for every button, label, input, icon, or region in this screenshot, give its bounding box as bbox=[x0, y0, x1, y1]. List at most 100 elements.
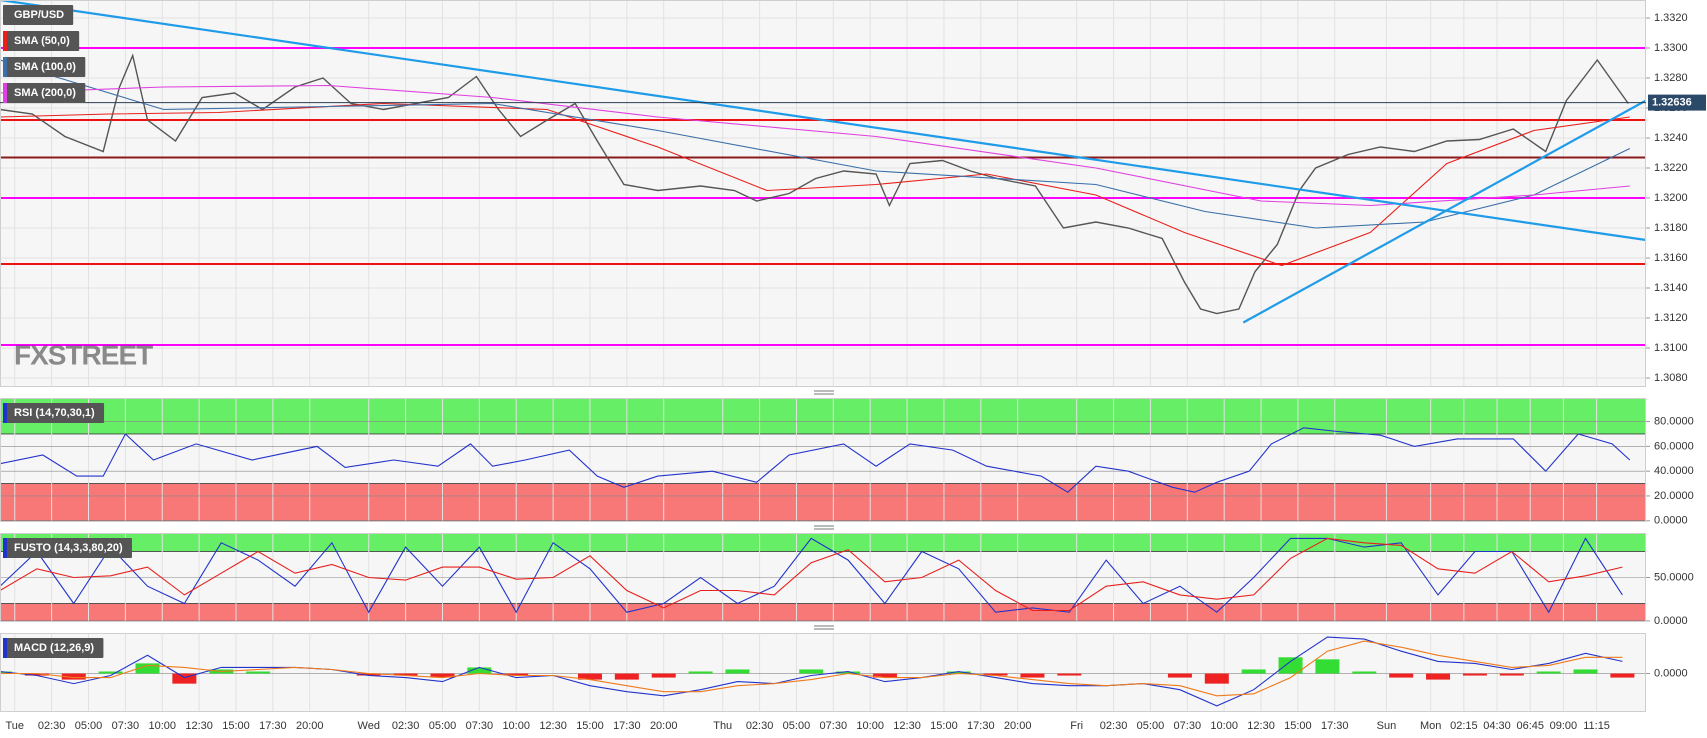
panel-border bbox=[0, 0, 1646, 387]
histogram-bar bbox=[1278, 657, 1303, 674]
histogram-bar bbox=[1057, 673, 1082, 676]
histogram-bar bbox=[1462, 673, 1487, 676]
y-tick-label: 0.0000 bbox=[1654, 667, 1688, 679]
x-tick-label: 11:15 bbox=[1583, 720, 1610, 732]
x-tick-label: 17:30 bbox=[259, 720, 287, 732]
x-tick-label: 10:00 bbox=[148, 720, 176, 732]
indicator-color-stripe bbox=[3, 83, 7, 103]
series-line bbox=[0, 537, 1623, 612]
indicator-label-box bbox=[3, 83, 86, 103]
y-tick-label: 50.0000 bbox=[1654, 571, 1694, 583]
panel bbox=[0, 0, 1646, 387]
panel-border bbox=[0, 533, 1646, 622]
histogram-bar bbox=[393, 673, 418, 676]
trendline bbox=[1242, 99, 1646, 324]
histogram-bar bbox=[24, 673, 49, 676]
histogram-bar bbox=[172, 673, 197, 684]
indicator-label-box bbox=[3, 638, 104, 658]
y-tick-label: 1.3140 bbox=[1654, 282, 1688, 294]
x-tick-label: 15:00 bbox=[576, 720, 604, 732]
x-tick-label: Wed bbox=[358, 720, 380, 732]
y-tick-label: 1.3100 bbox=[1654, 342, 1688, 354]
x-tick-label: Thu bbox=[713, 720, 732, 732]
series-line bbox=[0, 427, 1631, 493]
indicator-label: FUSTO (14,3,3,80,20) bbox=[14, 542, 123, 554]
histogram-bar bbox=[872, 673, 897, 678]
histogram-bar bbox=[1499, 673, 1524, 676]
series-line bbox=[0, 102, 1630, 267]
panel-border bbox=[0, 633, 1646, 712]
indicator-label: MACD (12,26,9) bbox=[14, 642, 94, 654]
indicator-label-box bbox=[3, 31, 80, 51]
panel-border bbox=[0, 398, 1646, 522]
x-tick-label: Fri bbox=[1070, 720, 1083, 732]
x-tick-label: 05:00 bbox=[1137, 720, 1165, 732]
y-tick-label: 1.3240 bbox=[1654, 132, 1688, 144]
indicator-label: SMA (50,0) bbox=[14, 35, 70, 47]
x-tick-label: 05:00 bbox=[75, 720, 103, 732]
x-tick-label: 06:45 bbox=[1516, 720, 1544, 732]
histogram-bar bbox=[246, 671, 271, 674]
series-line bbox=[0, 84, 1630, 207]
indicator-label: RSI (14,70,30,1) bbox=[14, 407, 95, 419]
histogram-bar bbox=[504, 673, 529, 676]
histogram-bar bbox=[1573, 669, 1598, 674]
x-tick-label: 02:15 bbox=[1450, 720, 1478, 732]
series-line bbox=[0, 59, 1631, 229]
x-tick-label: 05:00 bbox=[429, 720, 457, 732]
x-tick-label: 20:00 bbox=[650, 720, 678, 732]
indicator-label-box bbox=[3, 403, 105, 423]
histogram-bar bbox=[688, 671, 713, 674]
y-tick-label: 0.0000 bbox=[1654, 615, 1688, 627]
indicator-label-box bbox=[3, 538, 132, 558]
x-tick-label: 20:00 bbox=[296, 720, 324, 732]
x-tick-label: 02:30 bbox=[392, 720, 420, 732]
x-tick-label: 12:30 bbox=[539, 720, 567, 732]
y-tick-label: 0.0000 bbox=[1654, 515, 1688, 527]
series-line bbox=[0, 640, 1623, 697]
y-tick-label: 1.3200 bbox=[1654, 192, 1688, 204]
panel bbox=[0, 533, 1646, 622]
series-line bbox=[0, 53, 1629, 315]
histogram-bar bbox=[614, 673, 639, 680]
indicator-color-stripe bbox=[3, 538, 7, 558]
indicator-label: SMA (200,0) bbox=[14, 87, 76, 99]
histogram-bar bbox=[356, 673, 381, 676]
histogram-bar bbox=[1315, 659, 1340, 674]
x-tick-label: Sun bbox=[1377, 720, 1397, 732]
histogram-bar bbox=[1241, 669, 1266, 674]
indicator-label: GBP/USD bbox=[14, 9, 64, 21]
x-tick-label: 07:30 bbox=[820, 720, 848, 732]
histogram-bar bbox=[1536, 671, 1561, 674]
x-tick-label: 07:30 bbox=[1174, 720, 1202, 732]
histogram-bar bbox=[725, 669, 750, 674]
last-price-tag bbox=[1648, 94, 1706, 111]
y-tick-label: 1.3080 bbox=[1654, 372, 1688, 384]
series-line bbox=[0, 537, 1623, 614]
x-tick-label: 15:00 bbox=[1284, 720, 1312, 732]
indicator-label: SMA (100,0) bbox=[14, 61, 76, 73]
x-tick-label: 09:00 bbox=[1550, 720, 1578, 732]
histogram-bar bbox=[1352, 671, 1377, 674]
x-tick-label: Tue bbox=[5, 720, 24, 732]
panel-dividers bbox=[814, 390, 834, 630]
x-tick-label: 17:30 bbox=[967, 720, 995, 732]
panel-background bbox=[0, 0, 1646, 387]
x-tick-label: 12:30 bbox=[1247, 720, 1275, 732]
x-tick-label: 15:00 bbox=[930, 720, 958, 732]
x-tick-label: 20:00 bbox=[1004, 720, 1032, 732]
histogram-bar bbox=[135, 663, 160, 674]
histogram-bar bbox=[983, 673, 1008, 676]
indicator-color-stripe bbox=[3, 638, 7, 658]
trendline bbox=[0, 0, 1646, 242]
x-tick-label: 02:30 bbox=[38, 720, 66, 732]
indicator-color-stripe bbox=[3, 403, 7, 423]
histogram-bar bbox=[1204, 673, 1229, 684]
x-tick-label: 07:30 bbox=[466, 720, 494, 732]
zone-band bbox=[0, 398, 1646, 435]
x-tick-label: 17:30 bbox=[1321, 720, 1349, 732]
y-tick-label: 80.0000 bbox=[1654, 415, 1694, 427]
x-tick-label: 12:30 bbox=[893, 720, 921, 732]
histogram-bar bbox=[651, 673, 676, 678]
